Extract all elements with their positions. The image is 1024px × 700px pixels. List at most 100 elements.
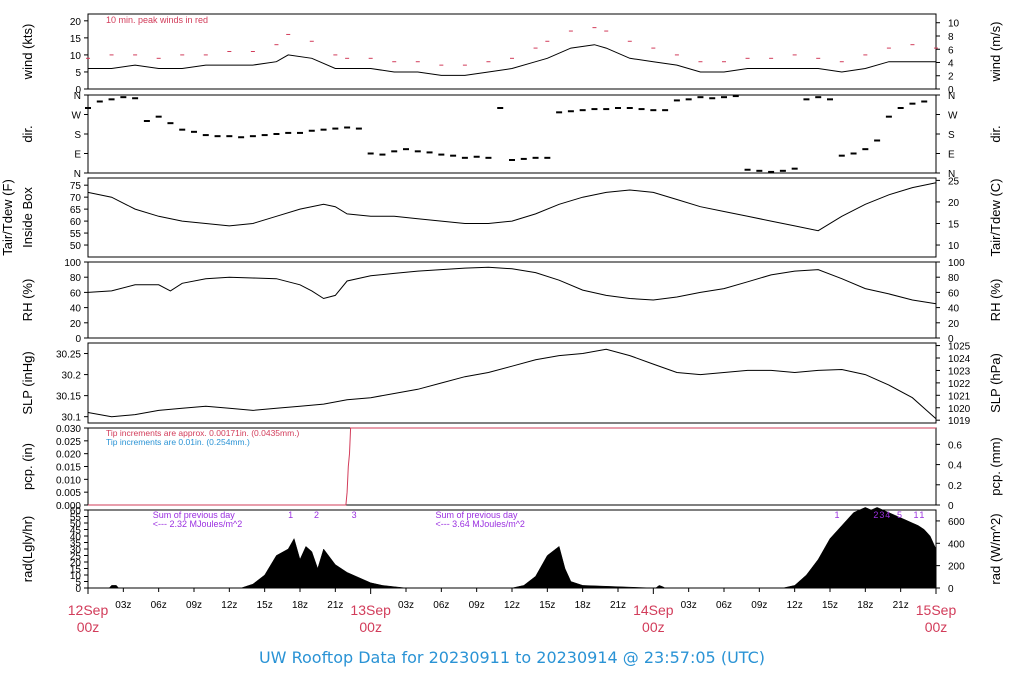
- dir-ytick-right-label: N: [948, 91, 955, 102]
- rad-area: [88, 507, 937, 589]
- rad-ytick-label: 60: [70, 506, 82, 517]
- rh-ylabel: RH (%): [20, 279, 35, 322]
- x-tick-label: 21z: [610, 600, 626, 611]
- temp-ytick-right-label: 20: [948, 198, 960, 209]
- x-tick-label: 06z: [433, 600, 449, 611]
- x-tick-label: 09z: [186, 600, 202, 611]
- slp-ytick-right-label: 1022: [948, 379, 971, 390]
- rad-annotation: Sum of previous day: [435, 510, 518, 520]
- slp-series-line: [87, 348, 937, 420]
- rad-ytick-label: 25: [70, 552, 82, 563]
- wind-ylabel-right: wind (m/s): [988, 22, 1003, 83]
- temp-ytick-label: 70: [70, 193, 82, 204]
- rad-annotation: Sum of previous day: [153, 510, 236, 520]
- rad-ylabel-right: rad (W/m^2): [988, 513, 1003, 584]
- temp-ytick-label: 75: [70, 181, 82, 192]
- wind-ytick-right-label: 8: [948, 32, 954, 43]
- x-tick-label: 15z: [822, 600, 838, 611]
- wind-series-line: [88, 44, 936, 76]
- pcp-ytick-label: 0.030: [56, 424, 81, 435]
- rad-marker: 1: [919, 510, 924, 520]
- wind-ytick-label: 10: [70, 51, 82, 62]
- rad-marker: 1: [288, 510, 293, 520]
- rh-series-line: [87, 266, 937, 305]
- slp-ytick-right-label: 1024: [948, 354, 971, 365]
- dir-ytick-label: N: [74, 91, 81, 102]
- rad-marker: 2: [314, 510, 319, 520]
- x-tick-label: 12z: [787, 600, 803, 611]
- x-tick-label: 12z: [504, 600, 520, 611]
- pcp-ytick-label: 0.015: [56, 463, 81, 474]
- dir-frame: [87, 94, 937, 174]
- pcp-ytick-label: 0.025: [56, 437, 81, 448]
- slp-ytick-label: 30.1: [62, 413, 82, 424]
- x-major-date: 14Sep: [633, 602, 674, 618]
- rad-ytick-label: 0: [75, 584, 81, 595]
- rh-ytick-right-label: 40: [948, 304, 960, 315]
- wind-frame: [87, 13, 937, 90]
- slp-ytick-label: 30.2: [62, 371, 82, 382]
- page-title: UW Rooftop Data for 20230911 to 20230914…: [258, 648, 766, 667]
- wind-ylabel: wind (kts): [20, 24, 35, 81]
- rh-ytick-label: 40: [70, 304, 82, 315]
- pcp-ytick-label: 0.000: [56, 501, 81, 512]
- x-major-time: 00z: [925, 619, 948, 635]
- rad-ytick-label: 20: [70, 558, 82, 569]
- rh-ylabel-right: RH (%): [988, 279, 1003, 322]
- rad-ytick-label: 10: [70, 571, 82, 582]
- x-tick-label: 06z: [151, 600, 167, 611]
- slp-ytick-right-label: 1020: [948, 404, 971, 415]
- rad-marker: 1: [835, 510, 840, 520]
- x-tick-label: 06z: [716, 600, 732, 611]
- temp-ytick-right-label: 25: [948, 176, 960, 187]
- x-tick-label: 09z: [751, 600, 767, 611]
- rad-ytick-label: 15: [70, 565, 82, 576]
- x-tick-label: 12z: [221, 600, 237, 611]
- temp-ytick-label: 65: [70, 205, 82, 216]
- rad-marker: 5: [897, 510, 902, 520]
- pcp-ytick-label: 0.005: [56, 488, 81, 499]
- dir-ylabel: dir.: [20, 125, 35, 142]
- rh-ytick-right-label: 80: [948, 273, 960, 284]
- x-tick-label: 18z: [575, 600, 591, 611]
- wind-ytick-label: 15: [70, 34, 82, 45]
- rad-marker: 1: [913, 510, 918, 520]
- rad-ytick-label: 35: [70, 539, 82, 550]
- wind-ytick-right-label: 0: [948, 85, 954, 96]
- rh-ytick-label: 0: [75, 334, 81, 345]
- wind-annotation: 10 min. peak winds in red: [106, 15, 208, 25]
- dir-ytick-label: S: [74, 130, 81, 141]
- temp-ytick-label: 60: [70, 217, 82, 228]
- dir-ytick-label: N: [74, 169, 81, 180]
- rad-ytick-right-label: 600: [948, 517, 965, 528]
- rad-ytick-label: 50: [70, 519, 82, 530]
- wind-ytick-label: 0: [75, 85, 81, 96]
- x-tick-label: 15z: [539, 600, 555, 611]
- rad-marker: 3: [879, 510, 884, 520]
- rad-marker: 2: [873, 510, 878, 520]
- pcp-ylabel-right: pcp. (mm): [988, 437, 1003, 496]
- pcp-ytick-right-label: 0.4: [948, 461, 962, 472]
- temp-ylabel: Inside Box: [20, 187, 35, 248]
- x-major-date: 15Sep: [916, 602, 957, 618]
- rad-ytick-label: 5: [75, 578, 81, 589]
- rh-ytick-right-label: 60: [948, 288, 960, 299]
- dir-ytick-right-label: N: [948, 169, 955, 180]
- temp-frame: [87, 177, 937, 258]
- wind-ytick-label: 20: [70, 17, 82, 28]
- temp-ytick-right-label: 10: [948, 241, 960, 252]
- pcp-ytick-right-label: 0.2: [948, 481, 962, 492]
- wind-ytick-label: 5: [75, 68, 81, 79]
- x-major-time: 00z: [642, 619, 665, 635]
- dir-ytick-right-label: E: [948, 150, 955, 161]
- wind-ytick-right-label: 4: [948, 58, 954, 69]
- temp-ylabel: Tair/Tdew (F): [0, 179, 15, 256]
- dir-ytick-right-label: S: [948, 130, 955, 141]
- dir-ylabel-right: dir.: [988, 125, 1003, 142]
- rad-ytick-label: 45: [70, 526, 82, 537]
- rad-ytick-right-label: 0: [948, 584, 954, 595]
- x-major-time: 00z: [77, 619, 100, 635]
- dir-ytick-label: E: [74, 150, 81, 161]
- slp-ytick-label: 30.15: [56, 392, 81, 403]
